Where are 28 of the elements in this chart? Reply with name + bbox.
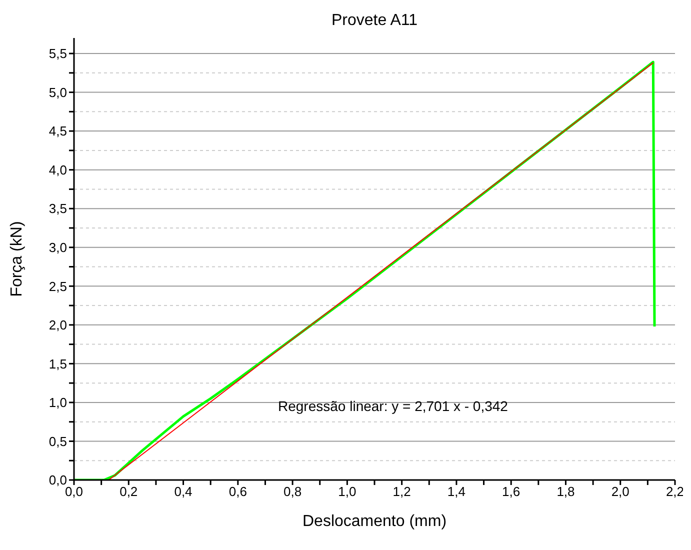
x-tick-label: 0,4 [174, 484, 192, 500]
x-tick-label: 0,8 [284, 484, 302, 500]
x-tick-label: 0,2 [120, 484, 138, 500]
y-tick-label: 3,0 [48, 240, 67, 255]
x-tick-label: 0,0 [64, 484, 84, 500]
y-tick-label: 5,0 [48, 84, 67, 100]
x-tick-label: 1,6 [502, 484, 520, 500]
x-tick-label: 1,8 [556, 484, 575, 500]
y-tick-label: 1,5 [48, 356, 67, 372]
y-tick-label: 2,5 [48, 278, 67, 294]
y-tick-label: 5,5 [48, 46, 67, 62]
chart-title: Provete A11 [330, 12, 418, 30]
x-axis-title: Deslocamento (mm) [302, 513, 447, 530]
y-tick-label: 4,5 [48, 124, 67, 139]
y-tick-label: 0,0 [48, 472, 67, 488]
y-axis-title: Força (kN) [8, 221, 26, 297]
y-tick-label: 3,5 [48, 201, 67, 216]
x-tick-label: 2,0 [611, 484, 630, 500]
x-tick-label: 1,4 [447, 484, 466, 500]
y-tick-label: 1,0 [48, 395, 67, 410]
x-tick-label: 2,2 [666, 484, 684, 500]
x-tick-label: 1,0 [338, 484, 356, 500]
y-tick-label: 2,0 [48, 318, 67, 333]
x-tick-label: 1,2 [392, 484, 411, 500]
y-tick-label: 4,0 [48, 162, 67, 178]
annotation: Regressão linear: y = 2,701 x - 0,342 [278, 398, 508, 414]
y-tick-label: 0,5 [48, 434, 67, 449]
x-tick-label: 0,6 [228, 484, 247, 500]
